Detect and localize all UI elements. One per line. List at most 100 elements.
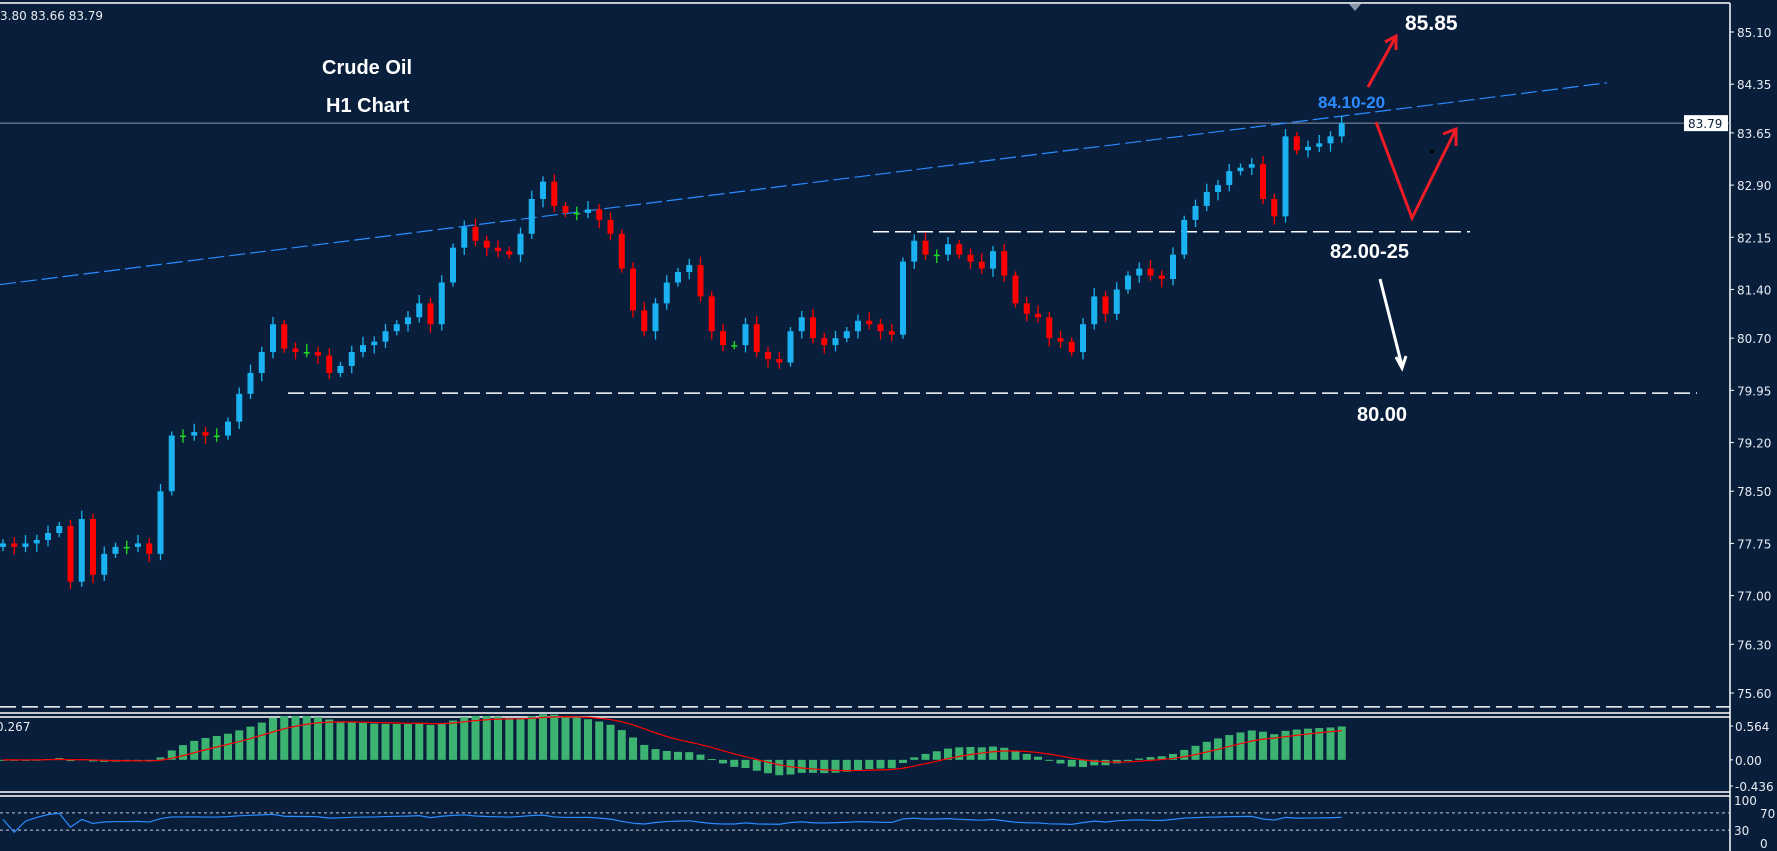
candle <box>281 320 288 353</box>
candle <box>1068 337 1075 357</box>
candle-body <box>1192 205 1199 220</box>
macd-bar <box>797 759 806 773</box>
candle <box>821 332 828 354</box>
macd-bar <box>1202 741 1211 760</box>
candles <box>0 115 1345 589</box>
candle-body <box>1147 268 1154 276</box>
macd-bar <box>1124 759 1132 761</box>
candle-body <box>900 261 906 335</box>
candle <box>1237 163 1244 176</box>
candle <box>1226 163 1233 192</box>
candle <box>1271 193 1278 225</box>
candle <box>731 340 738 350</box>
candle <box>900 257 906 339</box>
candle-body <box>810 317 816 339</box>
macd-bar <box>415 723 424 760</box>
candle-body <box>1046 317 1053 339</box>
candle <box>630 262 636 318</box>
macd-bar <box>921 753 930 760</box>
candle-body <box>1215 185 1221 193</box>
macd-bar <box>505 718 514 760</box>
candle-body <box>416 303 423 318</box>
candle-body <box>1057 338 1064 342</box>
candle-body <box>1170 254 1176 280</box>
candle-body <box>450 247 456 283</box>
chart-subtitle: H1 Chart <box>326 95 410 117</box>
macd-bar <box>842 759 851 772</box>
macd-bar <box>1056 759 1065 764</box>
candle <box>247 364 254 400</box>
candle <box>506 247 513 259</box>
axis-tick-label: 84.35 <box>1737 78 1771 92</box>
candle <box>551 174 558 213</box>
candle-body <box>157 491 164 554</box>
candle <box>360 336 366 358</box>
macd-bar <box>944 748 952 760</box>
candle-body <box>472 226 479 241</box>
macd-bar <box>179 745 187 760</box>
candle-body <box>506 251 513 255</box>
candle <box>697 256 704 302</box>
candle <box>888 323 895 341</box>
candle <box>776 351 783 369</box>
target-up-label: 85.85 <box>1405 12 1458 35</box>
candle <box>225 417 231 440</box>
candle <box>427 298 434 333</box>
macd-bar <box>899 759 907 763</box>
macd-bar <box>336 721 345 760</box>
candle <box>450 243 456 287</box>
candle-body <box>78 519 85 582</box>
candle <box>1012 271 1019 308</box>
macd-bar <box>1225 735 1234 760</box>
candle <box>337 361 344 378</box>
macd-bar <box>280 716 289 760</box>
macd-bar <box>1292 729 1301 760</box>
candle-body <box>1260 164 1266 199</box>
macd-bar <box>1180 749 1189 760</box>
candle <box>405 311 411 332</box>
arrow-up-icon <box>1366 33 1398 88</box>
candle-body <box>495 247 501 252</box>
candle <box>292 342 299 360</box>
candle <box>1305 140 1311 158</box>
shift-marker-icon[interactable] <box>1349 4 1361 11</box>
candle-body <box>45 532 51 540</box>
candle-body <box>877 324 884 332</box>
candle-body <box>1338 123 1345 137</box>
candle <box>472 218 479 246</box>
candle-body <box>855 320 861 332</box>
macd-signal-line <box>2 716 1342 772</box>
candle-body <box>933 254 940 257</box>
rsi-tick-label: 100 <box>1734 794 1757 808</box>
candle-body <box>922 240 929 255</box>
candle <box>1125 271 1131 294</box>
macd-bar <box>460 717 469 760</box>
candle <box>1293 132 1300 155</box>
candle-body <box>540 181 546 199</box>
macd-bar <box>1079 759 1087 768</box>
macd-bar <box>1011 750 1020 760</box>
candle <box>1260 155 1266 205</box>
candle <box>33 534 40 552</box>
candle-body <box>202 432 209 436</box>
axis-tick-label: 82.90 <box>1737 179 1771 193</box>
candle-body <box>180 435 186 438</box>
candle-body <box>1327 136 1334 144</box>
candle <box>315 346 321 364</box>
candle-body <box>990 251 996 269</box>
dot-marker <box>1430 150 1434 153</box>
candle-body <box>821 338 828 346</box>
macd-bar <box>325 719 334 760</box>
candle-body <box>1305 146 1311 151</box>
macd-bar <box>1000 747 1009 760</box>
candle-body <box>1080 324 1086 353</box>
candle <box>438 275 445 331</box>
candle-body <box>765 352 771 360</box>
candle-body <box>393 324 400 332</box>
candle <box>90 513 96 584</box>
support-label: 82.00-25 <box>1330 241 1409 263</box>
candle-body <box>461 226 468 248</box>
candle-body <box>585 209 591 213</box>
candle-body <box>258 352 265 373</box>
